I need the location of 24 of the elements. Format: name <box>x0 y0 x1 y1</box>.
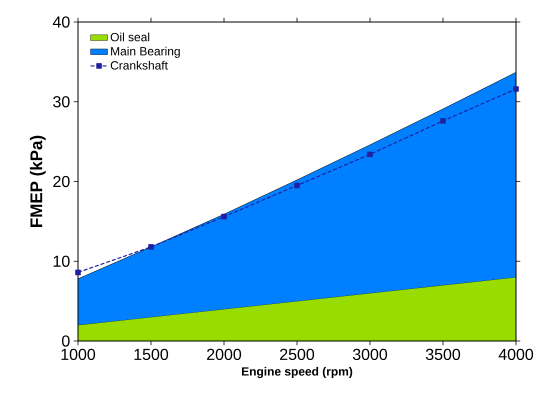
x-axis-title: Engine speed (rpm) <box>242 366 352 378</box>
x-tick-label: 2500 <box>280 348 314 360</box>
point <box>367 152 373 158</box>
point <box>221 214 227 220</box>
legend-label: Oil seal <box>110 32 150 42</box>
y-tick-label: 0 <box>62 335 70 347</box>
y-tick-label: 20 <box>53 176 70 188</box>
legend-label: Main Bearing <box>111 46 180 58</box>
x-tick-label: 2000 <box>207 348 242 360</box>
y-tick-label: 30 <box>53 96 70 108</box>
point <box>148 244 154 250</box>
y-tick-label: 40 <box>52 16 70 28</box>
x-tick-label: 1500 <box>134 348 168 360</box>
y-tick-label: 10 <box>54 256 70 267</box>
y-axis-title: FMEP (kPa) <box>30 136 46 227</box>
point <box>294 182 300 188</box>
point <box>513 86 519 92</box>
point <box>75 270 81 276</box>
point <box>440 118 446 124</box>
x-tick-label: 4000 <box>498 348 534 360</box>
x-tick-label: 3000 <box>352 348 388 360</box>
x-tick-label: 1000 <box>61 348 96 360</box>
legend-label: Crankshaft <box>110 60 168 70</box>
x-tick-label: 3500 <box>426 348 460 360</box>
